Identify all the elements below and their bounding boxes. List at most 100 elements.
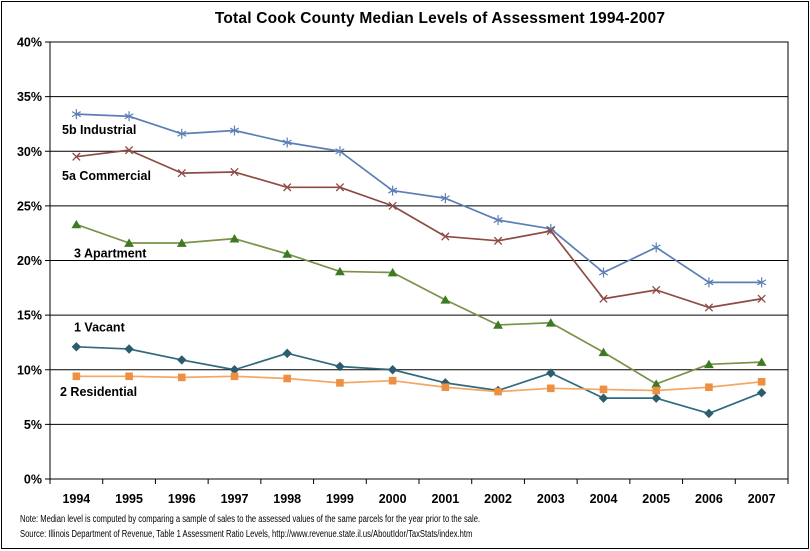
series-marker-triangle <box>176 238 187 247</box>
series-marker-asterisk <box>229 125 240 136</box>
series-marker-square <box>336 379 344 387</box>
series-marker-x <box>230 167 239 177</box>
series-marker-square <box>599 385 608 394</box>
series-marker-asterisk <box>493 215 503 226</box>
note-text: Note: Median level is computed by compar… <box>20 514 481 525</box>
series-marker-x <box>335 183 345 192</box>
series-marker-diamond <box>335 361 345 372</box>
x-axis-label: 2006 <box>695 492 723 506</box>
series-marker-square <box>441 383 450 392</box>
series-marker-asterisk <box>440 193 450 204</box>
series-marker-square <box>757 377 766 386</box>
series-line-5a-commercial <box>76 149 762 309</box>
series-label-1-vacant: 1 Vacant <box>74 321 126 335</box>
series-marker-x <box>388 201 397 211</box>
x-axis-label: 2004 <box>590 492 618 506</box>
series-marker-asterisk <box>704 277 714 288</box>
y-axis-label: 40% <box>17 36 42 50</box>
series-label-5b-industrial: 5b Industrial <box>62 123 136 137</box>
series-marker-triangle <box>124 238 134 247</box>
series-marker-diamond <box>651 393 661 403</box>
series-marker-triangle <box>651 379 662 388</box>
series-label-2-residential: 2 Residential <box>60 385 137 399</box>
x-axis-label: 1996 <box>168 492 196 506</box>
y-axis-label: 25% <box>17 199 42 213</box>
series-marker-triangle <box>598 347 609 357</box>
series-line-5b-industrial <box>76 113 762 284</box>
series-marker-diamond <box>387 365 398 375</box>
series-marker-asterisk <box>177 128 187 139</box>
series-marker-square <box>388 376 397 385</box>
series-marker-x <box>704 303 714 312</box>
y-axis-label: 5% <box>24 418 42 432</box>
y-axis-label: 15% <box>17 309 42 323</box>
series-marker-triangle <box>229 234 240 243</box>
series-marker-square <box>283 374 292 383</box>
y-axis-label: 10% <box>17 363 42 377</box>
x-axis-label: 2001 <box>431 492 459 506</box>
series-marker-triangle <box>335 266 345 276</box>
x-axis-label: 2005 <box>642 492 670 506</box>
series-marker-asterisk <box>124 111 134 122</box>
series-marker-square <box>177 373 186 382</box>
series-marker-x <box>599 294 608 303</box>
source-text: Source: Illinois Department of Revenue, … <box>20 529 473 540</box>
y-axis-label: 20% <box>17 254 42 268</box>
series-marker-square <box>230 372 239 381</box>
series-line-2-residential <box>76 375 762 393</box>
series-marker-x <box>652 285 661 295</box>
series-marker-diamond <box>756 387 767 398</box>
x-axis-label: 2002 <box>484 492 512 506</box>
series-marker-x <box>546 226 555 236</box>
y-axis-label: 30% <box>17 145 42 159</box>
series-marker-asterisk <box>388 185 398 196</box>
series-marker-diamond <box>71 342 82 352</box>
series-marker-triangle <box>545 318 556 327</box>
series-marker-x <box>177 168 186 178</box>
x-axis-label: 1998 <box>273 492 301 506</box>
series-label-3-apartment: 3 Apartment <box>74 246 147 260</box>
series-marker-triangle <box>756 357 767 366</box>
series-marker-asterisk <box>757 277 767 288</box>
series-marker-x <box>441 232 450 241</box>
series-line-3-apartment <box>76 223 762 385</box>
series-marker-square <box>546 384 555 393</box>
y-axis-label: 0% <box>24 473 42 487</box>
x-axis-label: 1994 <box>62 492 90 506</box>
series-marker-asterisk <box>651 242 661 253</box>
series-marker-square <box>494 387 502 396</box>
x-axis-label: 2007 <box>748 492 776 506</box>
series-marker-triangle <box>387 267 398 277</box>
series-marker-x <box>72 152 81 161</box>
y-axis-label: 35% <box>17 90 42 104</box>
series-marker-diamond <box>229 365 240 375</box>
x-axis-label: 1999 <box>326 492 354 506</box>
series-marker-asterisk <box>71 109 81 120</box>
chart-footnotes: Note: Median level is computed by compar… <box>20 512 800 542</box>
x-axis-label: 2003 <box>537 492 565 506</box>
series-marker-x <box>124 145 134 155</box>
series-marker-asterisk <box>282 137 292 148</box>
series-marker-square <box>705 383 713 392</box>
series-marker-square <box>72 372 81 381</box>
chart-title: Total Cook County Median Levels of Asses… <box>214 10 666 27</box>
series-marker-diamond <box>704 408 714 419</box>
series-marker-triangle <box>493 320 503 329</box>
series-marker-triangle <box>440 295 451 304</box>
series-marker-triangle <box>282 249 293 258</box>
series-marker-x <box>757 294 766 303</box>
series-marker-diamond <box>546 368 556 378</box>
series-label-5a-commercial: 5a Commercial <box>62 169 151 183</box>
series-marker-square <box>652 386 661 395</box>
series-marker-diamond <box>282 348 292 359</box>
series-marker-x <box>283 183 292 192</box>
series-marker-triangle <box>71 219 82 229</box>
series-marker-asterisk <box>598 267 609 278</box>
series-marker-x <box>493 236 503 245</box>
series-marker-diamond <box>124 344 134 354</box>
x-axis-label: 2000 <box>379 492 407 506</box>
series-marker-diamond <box>177 355 187 365</box>
x-axis-label: 1997 <box>221 492 249 506</box>
